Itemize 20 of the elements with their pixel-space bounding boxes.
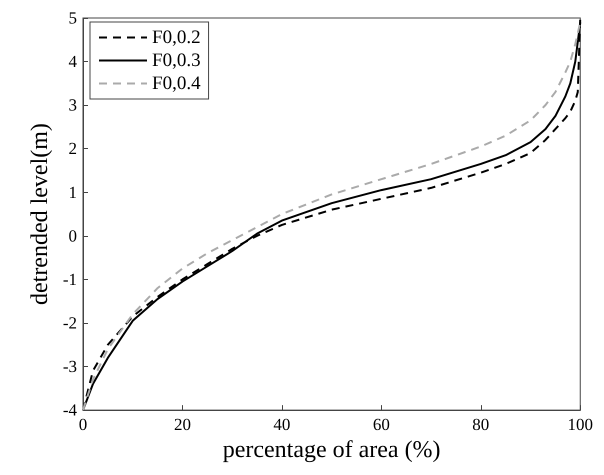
legend-label: F0,0.4 bbox=[152, 73, 202, 94]
y-tick-label: 1 bbox=[68, 182, 77, 202]
y-tick-label: -2 bbox=[62, 313, 77, 332]
y-tick-label: 5 bbox=[68, 8, 77, 28]
x-tick-label: 40 bbox=[273, 415, 290, 434]
y-tick-label: 4 bbox=[68, 52, 78, 72]
x-tick-label: 80 bbox=[472, 415, 490, 434]
legend-label: F0,0.2 bbox=[152, 27, 201, 48]
x-axis-title: percentage of area (%) bbox=[222, 437, 441, 463]
x-tick-label: 60 bbox=[372, 415, 390, 434]
x-tick-label: 100 bbox=[568, 415, 593, 434]
y-tick-label: -3 bbox=[62, 357, 77, 376]
y-tick-label: 2 bbox=[68, 139, 77, 158]
x-tick-label: 20 bbox=[174, 415, 191, 434]
legend-label: F0,0.3 bbox=[152, 50, 201, 71]
y-tick-label: -1 bbox=[62, 270, 77, 289]
y-tick-label: 3 bbox=[68, 96, 77, 115]
y-axis-title: detrended level(m) bbox=[26, 123, 53, 306]
y-tick-label: -4 bbox=[62, 400, 78, 420]
y-tick-label: 0 bbox=[68, 226, 77, 246]
